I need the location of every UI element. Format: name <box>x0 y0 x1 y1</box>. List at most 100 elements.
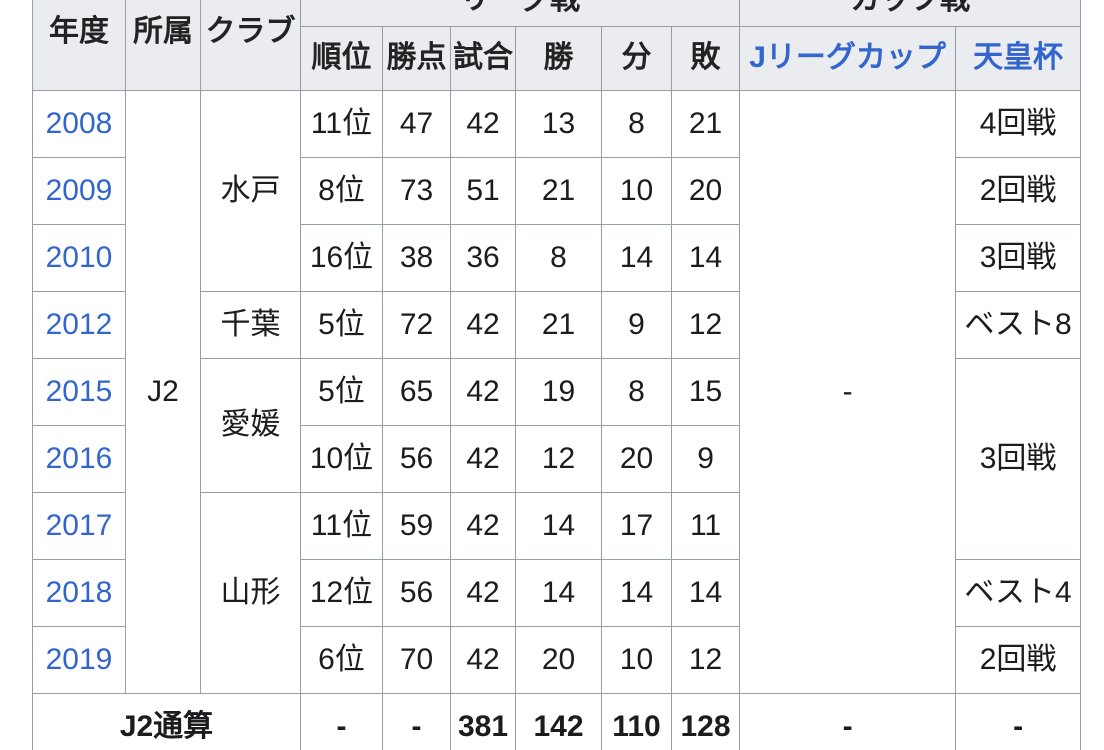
wins-cell: 14 <box>515 492 602 560</box>
total-label-cell: J2通算 <box>32 693 301 750</box>
total-points-cell: - <box>382 693 451 750</box>
emperors-cup-cell: 3回戦 <box>955 224 1082 292</box>
losses-cell: 15 <box>670 358 741 426</box>
matches-cell: 42 <box>450 425 516 493</box>
sub-header-row: 順位 勝点 試合 勝 分 敗 Jリーグカップ 天皇杯 <box>33 26 1082 91</box>
draws-cell: 9 <box>601 291 672 359</box>
jleague-cup-cell: - <box>739 90 957 694</box>
total-emperors-cup-cell: - <box>955 693 1082 750</box>
rank-cell: 6位 <box>300 626 383 694</box>
wins-cell: 20 <box>515 626 602 694</box>
col-header-wins: 勝 <box>515 26 602 91</box>
losses-cell: 12 <box>670 291 741 359</box>
rank-cell: 8位 <box>300 157 383 225</box>
matches-cell: 42 <box>450 626 516 694</box>
col-header-draws: 分 <box>601 26 672 91</box>
career-stats-table: 年度 所属 クラブ リーグ戦 カップ戦 順位 勝点 試合 勝 分 敗 Jリーグカ… <box>32 0 1082 750</box>
year-cell: 2015 <box>32 358 126 426</box>
total-row-j2: J2通算 - - 381 142 110 128 - - <box>32 693 1082 750</box>
emperors-cup-cell: 3回戦 <box>955 358 1082 560</box>
year-link-2019[interactable]: 2019 <box>45 642 113 676</box>
col-header-rank: 順位 <box>300 26 383 91</box>
draws-cell: 14 <box>601 559 672 627</box>
wins-cell: 21 <box>515 291 602 359</box>
rank-cell: 11位 <box>300 90 383 158</box>
matches-cell: 51 <box>450 157 516 225</box>
rank-cell: 16位 <box>300 224 383 292</box>
losses-cell: 9 <box>670 425 741 493</box>
year-link-2012[interactable]: 2012 <box>45 307 113 341</box>
col-header-emperors-cup: 天皇杯 <box>955 26 1082 91</box>
year-cell: 2010 <box>32 224 126 292</box>
losses-cell: 14 <box>670 224 741 292</box>
wins-cell: 14 <box>515 559 602 627</box>
table-row-2019: 2019 6位 70 42 20 10 12 2回戦 <box>32 626 1082 694</box>
year-link-2008[interactable]: 2008 <box>45 106 113 140</box>
year-cell: 2009 <box>32 157 126 225</box>
col-header-affiliation: 所属 <box>125 0 201 91</box>
emperors-cup-cell: 2回戦 <box>955 157 1082 225</box>
losses-cell: 21 <box>670 90 741 158</box>
total-losses-cell: 128 <box>670 693 741 750</box>
col-header-year: 年度 <box>32 0 126 91</box>
wins-cell: 13 <box>515 90 602 158</box>
club-cell-yamagata: 山形 <box>200 492 301 694</box>
losses-cell: 12 <box>670 626 741 694</box>
points-cell: 56 <box>382 559 451 627</box>
rank-cell: 11位 <box>300 492 383 560</box>
group-header-cup: カップ戦 <box>739 0 1082 27</box>
year-link-2009[interactable]: 2009 <box>45 173 113 207</box>
draws-cell: 20 <box>601 425 672 493</box>
year-link-2015[interactable]: 2015 <box>45 374 113 408</box>
points-cell: 65 <box>382 358 451 426</box>
year-cell: 2008 <box>32 90 126 158</box>
matches-cell: 42 <box>450 291 516 359</box>
draws-cell: 8 <box>601 358 672 426</box>
emperors-cup-link[interactable]: 天皇杯 <box>973 41 1064 75</box>
year-link-2017[interactable]: 2017 <box>45 508 113 542</box>
matches-cell: 42 <box>450 90 516 158</box>
points-cell: 56 <box>382 425 451 493</box>
year-cell: 2016 <box>32 425 126 493</box>
draws-cell: 10 <box>601 157 672 225</box>
points-cell: 70 <box>382 626 451 694</box>
table-row-2018: 2018 12位 56 42 14 14 14 ベスト4 <box>32 559 1082 627</box>
rank-cell: 5位 <box>300 358 383 426</box>
club-cell-mito: 水戸 <box>200 90 301 292</box>
matches-cell: 42 <box>450 492 516 560</box>
matches-cell: 42 <box>450 358 516 426</box>
wins-cell: 12 <box>515 425 602 493</box>
year-link-2016[interactable]: 2016 <box>45 441 113 475</box>
table-row-2015: 2015 愛媛 5位 65 42 19 8 15 3回戦 <box>32 358 1082 560</box>
rank-cell: 10位 <box>300 425 383 493</box>
affiliation-cell-j2: J2 <box>125 90 201 694</box>
points-cell: 38 <box>382 224 451 292</box>
losses-cell: 20 <box>670 157 741 225</box>
jleague-cup-link[interactable]: Jリーグカップ <box>749 41 946 75</box>
points-cell: 47 <box>382 90 451 158</box>
total-rank-cell: - <box>300 693 383 750</box>
year-cell: 2018 <box>32 559 126 627</box>
club-cell-chiba: 千葉 <box>200 291 301 359</box>
wins-cell: 19 <box>515 358 602 426</box>
emperors-cup-cell: ベスト4 <box>955 559 1082 627</box>
year-cell: 2017 <box>32 492 126 560</box>
losses-cell: 14 <box>670 559 741 627</box>
total-draws-cell: 110 <box>601 693 672 750</box>
club-cell-ehime: 愛媛 <box>200 358 301 493</box>
rank-cell: 5位 <box>300 291 383 359</box>
total-wins-cell: 142 <box>515 693 602 750</box>
emperors-cup-cell: ベスト8 <box>955 291 1082 359</box>
col-header-losses: 敗 <box>670 26 741 91</box>
draws-cell: 14 <box>601 224 672 292</box>
table-row-2009: 2009 8位 73 51 21 10 20 2回戦 <box>32 157 1082 225</box>
year-cell: 2019 <box>32 626 126 694</box>
losses-cell: 11 <box>670 492 741 560</box>
col-header-matches: 試合 <box>450 26 516 91</box>
draws-cell: 17 <box>601 492 672 560</box>
year-link-2018[interactable]: 2018 <box>45 575 113 609</box>
total-matches-cell: 381 <box>450 693 516 750</box>
year-link-2010[interactable]: 2010 <box>45 240 113 274</box>
table-row-2012: 2012 千葉 5位 72 42 21 9 12 ベスト8 <box>32 291 1082 359</box>
